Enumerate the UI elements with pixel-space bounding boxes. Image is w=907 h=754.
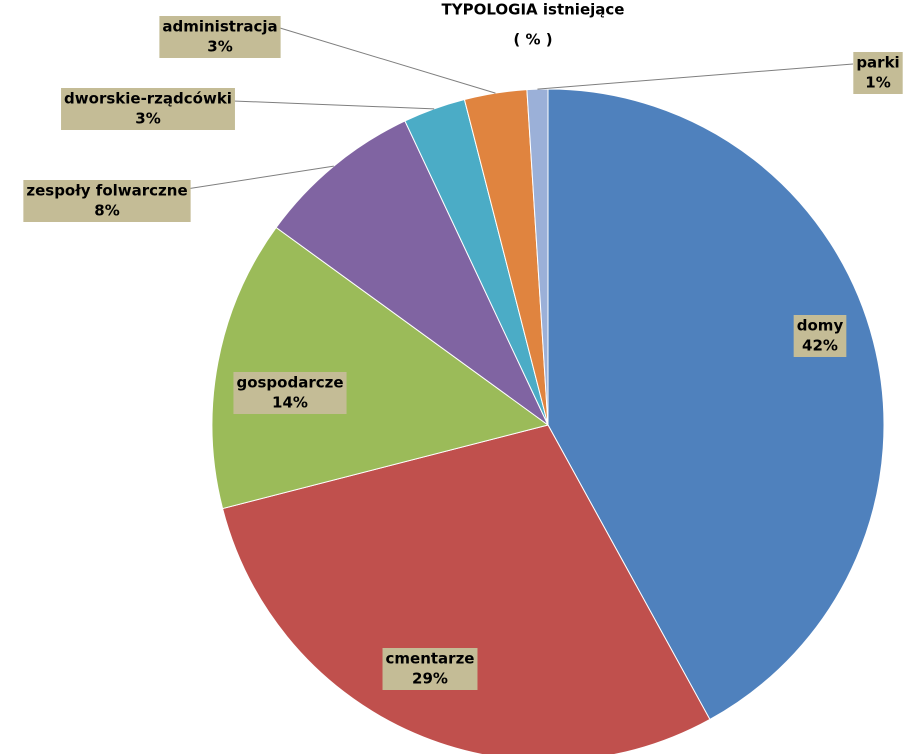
label-box — [159, 16, 281, 58]
slice-value: 3% — [207, 38, 232, 56]
slice-value: 8% — [94, 202, 119, 220]
slice-value: 29% — [412, 670, 448, 688]
label-box — [853, 52, 903, 94]
slice-label: cmentarze — [386, 650, 475, 668]
slice-value: 1% — [865, 74, 890, 92]
slice-value: 42% — [802, 337, 838, 355]
slice-label: administracja — [162, 18, 277, 36]
slice-label: dworskie-rządcówki — [64, 90, 232, 108]
slice-label: domy — [797, 317, 844, 335]
slice-label: gospodarcze — [236, 374, 343, 392]
slice-value: 14% — [272, 394, 308, 412]
slice-label: zespoły folwarczne — [26, 182, 187, 200]
label-box — [793, 315, 847, 357]
slice-value: 3% — [135, 110, 160, 128]
pie-slice — [211, 226, 550, 510]
pie-slice — [526, 88, 549, 426]
chart-title: TYPOLOGIA istniejące — [442, 1, 625, 19]
label-box — [382, 648, 478, 690]
label-box — [61, 88, 235, 130]
leader-line — [537, 63, 854, 90]
pie-slice — [221, 424, 711, 754]
leader-line — [207, 99, 435, 110]
leader-line — [166, 165, 334, 193]
label-box — [23, 180, 191, 222]
pie-slice — [547, 88, 885, 721]
slice-label: parki — [856, 54, 899, 72]
chart-subtitle: ( % ) — [513, 31, 552, 49]
leader-line — [279, 27, 496, 94]
label-box — [233, 372, 347, 414]
